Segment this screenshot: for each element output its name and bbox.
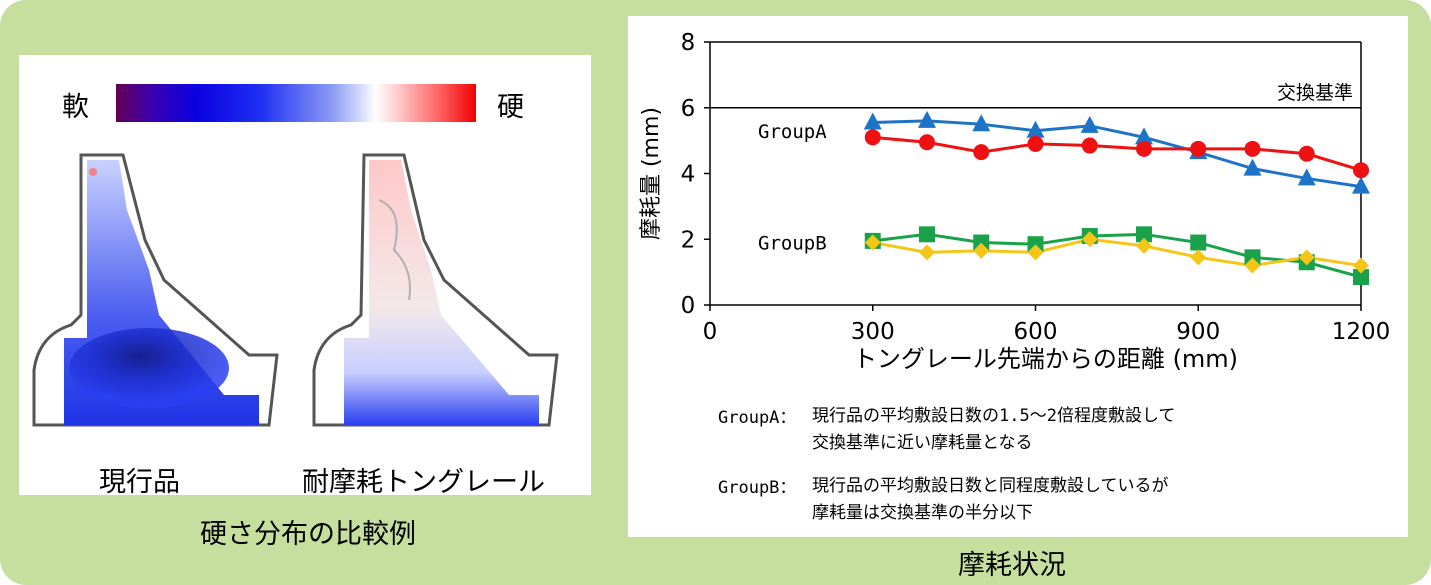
data-point xyxy=(1081,231,1098,248)
group-label: GroupB xyxy=(758,233,827,255)
data-point xyxy=(1352,176,1370,194)
data-point xyxy=(863,112,882,130)
data-point xyxy=(919,134,935,151)
data-point xyxy=(864,234,881,251)
data-point xyxy=(1190,234,1207,251)
data-point xyxy=(973,242,990,259)
data-point xyxy=(1136,226,1152,243)
data-point xyxy=(1353,257,1369,274)
rail-sections xyxy=(32,153,559,427)
data-point xyxy=(1244,257,1261,274)
data-point xyxy=(1027,135,1044,152)
note-groupb-line2: 摩耗量は交換基準の半分以下 xyxy=(812,503,1033,523)
hardness-caption: 硬さ分布の比較例 xyxy=(200,519,416,550)
note-groupa-key: GroupA： xyxy=(718,408,797,428)
x-tick-label: 0 xyxy=(703,319,718,345)
group-label: GroupA xyxy=(758,121,827,143)
data-point xyxy=(1298,145,1315,162)
data-point xyxy=(1027,236,1044,253)
y-axis-title: 摩耗量 (mm) xyxy=(639,107,664,240)
data-point xyxy=(1190,249,1207,266)
data-point xyxy=(919,244,935,261)
data-point xyxy=(1135,127,1153,145)
x-axis-title: トングレール先端からの距離 (mm) xyxy=(853,345,1238,373)
data-point xyxy=(1353,162,1369,179)
note-groupa-line1: 現行品の平均敷設日数の1.5～2倍程度敷設して xyxy=(812,406,1176,426)
data-point xyxy=(1080,115,1099,133)
series-line xyxy=(872,232,1362,279)
note-groupb-line1: 現行品の平均敷設日数と同程度敷設しているが xyxy=(812,476,1169,496)
data-point xyxy=(972,114,991,132)
series-line xyxy=(872,237,1362,268)
data-point xyxy=(1353,269,1369,286)
hardness-color-scale xyxy=(116,84,476,122)
data-point xyxy=(918,110,936,128)
current-rail-section xyxy=(32,153,279,427)
data-point xyxy=(973,234,990,251)
hard-label: 硬 xyxy=(497,92,524,123)
wear-chart: 交換基準 0 2 4 6 8 0 300 600 900 1200 トングレール先端からの距離 (mm… xyxy=(639,30,1391,373)
y-tick-label: 6 xyxy=(681,96,696,122)
series-line xyxy=(872,135,1362,172)
data-point xyxy=(1136,237,1152,254)
data-point xyxy=(1298,249,1315,266)
y-tick-label: 4 xyxy=(681,162,696,188)
data-point xyxy=(973,144,990,161)
data-point xyxy=(1081,137,1098,154)
y-tick-label: 0 xyxy=(681,293,696,319)
data-point xyxy=(1136,140,1152,157)
x-tick-label: 1200 xyxy=(1332,319,1391,345)
note-groupa-line2: 交換基準に近い摩耗量となる xyxy=(812,433,1033,453)
y-tick-label: 2 xyxy=(681,227,696,253)
current-product-label: 現行品 xyxy=(99,467,180,498)
x-tick-label: 300 xyxy=(851,319,895,345)
data-point xyxy=(1244,249,1261,266)
data-point xyxy=(1026,120,1045,138)
data-point xyxy=(1027,244,1044,261)
note-groupb-key: GroupB： xyxy=(718,478,797,498)
y-tick-label: 8 xyxy=(681,30,696,56)
x-tick-label: 900 xyxy=(1176,319,1220,345)
data-point xyxy=(1297,168,1316,186)
x-tick-label: 600 xyxy=(1014,319,1058,345)
soft-label: 軟 xyxy=(62,92,89,123)
wear-caption: 摩耗状況 xyxy=(958,550,1066,581)
wear-panel xyxy=(628,16,1408,537)
wear-resistant-rail-label: 耐摩耗トングレール xyxy=(302,467,545,498)
data-point xyxy=(1190,140,1207,157)
data-point xyxy=(864,129,881,146)
series-line xyxy=(872,119,1362,189)
reference-line-label: 交換基準 xyxy=(1277,82,1353,104)
data-point xyxy=(1244,140,1261,157)
data-point xyxy=(1243,158,1262,176)
data-point xyxy=(919,226,935,243)
wear-resistant-rail-section xyxy=(312,153,559,427)
